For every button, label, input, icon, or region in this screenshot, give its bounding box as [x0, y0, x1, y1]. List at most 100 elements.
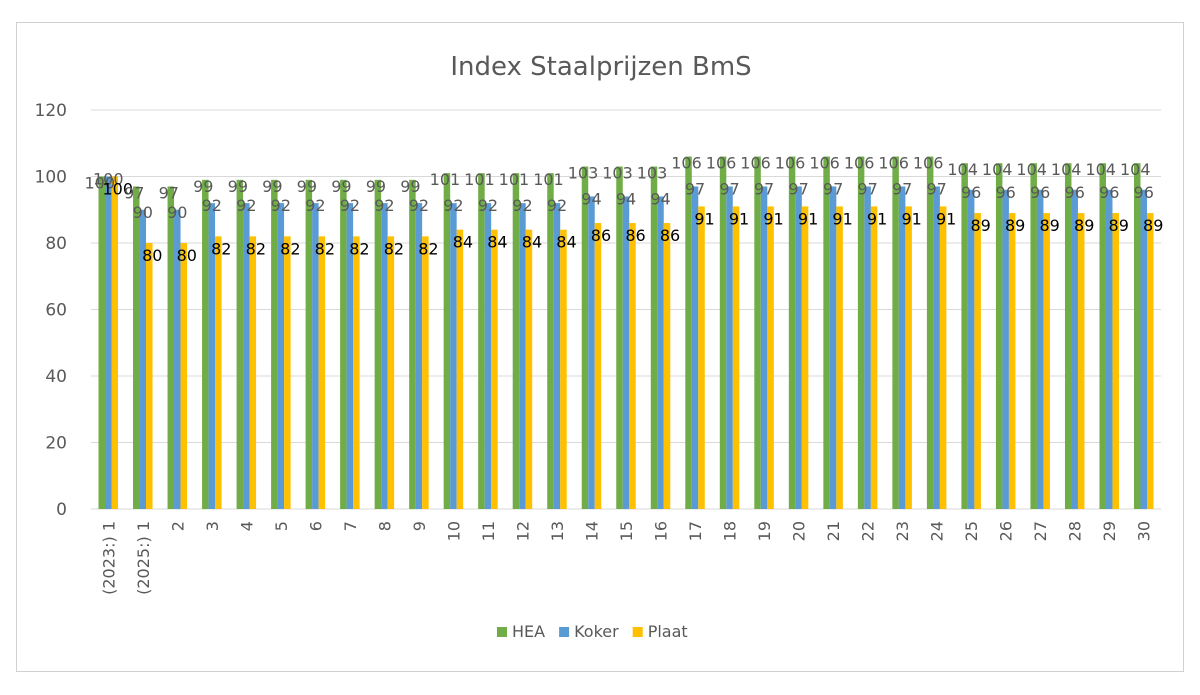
x-tick-label: 2 — [168, 521, 187, 531]
bar-hea — [685, 156, 692, 510]
chart-frame: Index Staalprijzen BmS 0 20 40 60 80 100 120 1… — [16, 22, 1184, 672]
x-tick-label: 27 — [1031, 521, 1050, 541]
data-label-koker: 94 — [650, 189, 670, 208]
bar-plaat — [1043, 213, 1050, 509]
data-label-hea: 104 — [1085, 160, 1116, 179]
bar-koker — [381, 203, 388, 509]
bar-koker — [450, 203, 457, 509]
bar-koker — [795, 186, 802, 509]
data-label-hea: 100 — [84, 174, 115, 193]
data-label-plaat: 84 — [556, 233, 576, 252]
data-label-koker: 90 — [133, 203, 153, 222]
data-label-plaat: 80 — [177, 246, 197, 265]
data-label-plaat: 100 — [102, 180, 133, 199]
bar-koker — [657, 196, 664, 509]
data-label-hea: 99 — [400, 177, 420, 196]
data-label-plaat: 80 — [142, 246, 162, 265]
data-label-hea: 104 — [947, 160, 978, 179]
data-label-plaat: 91 — [832, 209, 852, 228]
data-label-koker: 96 — [1030, 183, 1050, 202]
bar-hea — [478, 173, 485, 510]
x-tick-label: 26 — [997, 521, 1016, 541]
data-label-hea: 101 — [533, 170, 564, 189]
bar-koker — [208, 203, 216, 509]
data-label-plaat: 91 — [867, 209, 887, 228]
data-label-hea: 104 — [1051, 160, 1082, 179]
x-tick-label: 20 — [790, 521, 809, 541]
x-tick-label: 24 — [928, 521, 947, 541]
data-label-plaat: 91 — [763, 209, 783, 228]
data-label-hea: 99 — [193, 177, 213, 196]
bar-hea — [340, 179, 347, 509]
data-label-koker: 97 — [754, 179, 774, 198]
bar-koker — [829, 186, 837, 509]
x-tick-label: 30 — [1135, 521, 1154, 541]
data-label-koker: 92 — [443, 196, 463, 215]
bar-plaat — [594, 223, 602, 510]
data-label-hea: 106 — [706, 154, 737, 173]
x-tick-label: 12 — [513, 521, 532, 541]
data-label-hea: 99 — [297, 177, 317, 196]
bar-plaat — [629, 223, 636, 510]
legend-swatch — [632, 627, 643, 637]
bar-plaat — [767, 206, 774, 510]
data-label-plaat: 91 — [694, 209, 714, 228]
data-label-hea: 101 — [430, 170, 461, 189]
bar-koker — [105, 176, 112, 509]
bar-hea — [271, 179, 278, 509]
data-label-plaat: 82 — [384, 239, 404, 258]
x-tick-label: 3 — [203, 521, 222, 531]
legend-item-hea: HEA — [497, 622, 545, 641]
x-tick-label: 11 — [479, 521, 498, 541]
bar-hea — [1099, 163, 1106, 509]
bar-koker — [933, 186, 940, 509]
bar-koker — [622, 196, 630, 509]
bar-hea — [202, 179, 209, 509]
data-label-hea: 99 — [228, 177, 248, 196]
data-label-plaat: 91 — [901, 209, 921, 228]
data-label-plaat: 82 — [349, 239, 369, 258]
data-label-plaat: 86 — [625, 226, 645, 245]
data-label-koker: 97 — [719, 179, 739, 198]
bar-plaat — [1077, 213, 1085, 509]
x-tick-label: 15 — [617, 521, 636, 541]
bar-koker — [1002, 189, 1009, 510]
data-label-hea: 106 — [809, 154, 840, 173]
x-tick-label: 17 — [686, 521, 705, 541]
bar-hea — [409, 179, 416, 509]
bar-koker — [484, 203, 492, 509]
data-label-koker: 92 — [340, 196, 360, 215]
data-label-koker: 94 — [616, 189, 636, 208]
x-tick-label: 19 — [755, 521, 774, 541]
data-label-hea: 103 — [568, 164, 599, 183]
bar-plaat — [525, 229, 533, 509]
x-tick-label: 28 — [1066, 521, 1085, 541]
bar-hea — [719, 156, 727, 510]
data-label-hea: 106 — [878, 154, 909, 173]
bar-plaat — [249, 236, 257, 509]
bar-koker — [277, 203, 285, 509]
bars — [98, 156, 1154, 510]
data-label-koker: 92 — [271, 196, 291, 215]
bar-hea — [236, 179, 244, 509]
bar-hea — [374, 179, 382, 509]
bar-plaat — [801, 206, 809, 510]
data-label-koker: 92 — [374, 196, 394, 215]
data-label-koker: 96 — [995, 183, 1015, 202]
bar-plaat — [939, 206, 947, 510]
data-label-plaat: 89 — [1143, 216, 1163, 235]
x-tick-label: 21 — [824, 521, 843, 541]
bar-hea — [788, 156, 796, 510]
data-label-koker: 96 — [1134, 183, 1154, 202]
x-tick-label: (2025:) 1 — [134, 521, 153, 595]
data-label-koker: 92 — [409, 196, 429, 215]
bar-hea — [1133, 163, 1141, 509]
y-tick-label: 60 — [45, 301, 67, 321]
data-label-plaat: 89 — [1109, 216, 1129, 235]
bar-plaat — [1008, 213, 1016, 509]
bar-hea — [995, 163, 1003, 509]
bar-koker — [1140, 189, 1147, 510]
bar-koker — [760, 186, 768, 509]
bar-koker — [691, 186, 699, 509]
data-label-hea: 104 — [982, 160, 1013, 179]
